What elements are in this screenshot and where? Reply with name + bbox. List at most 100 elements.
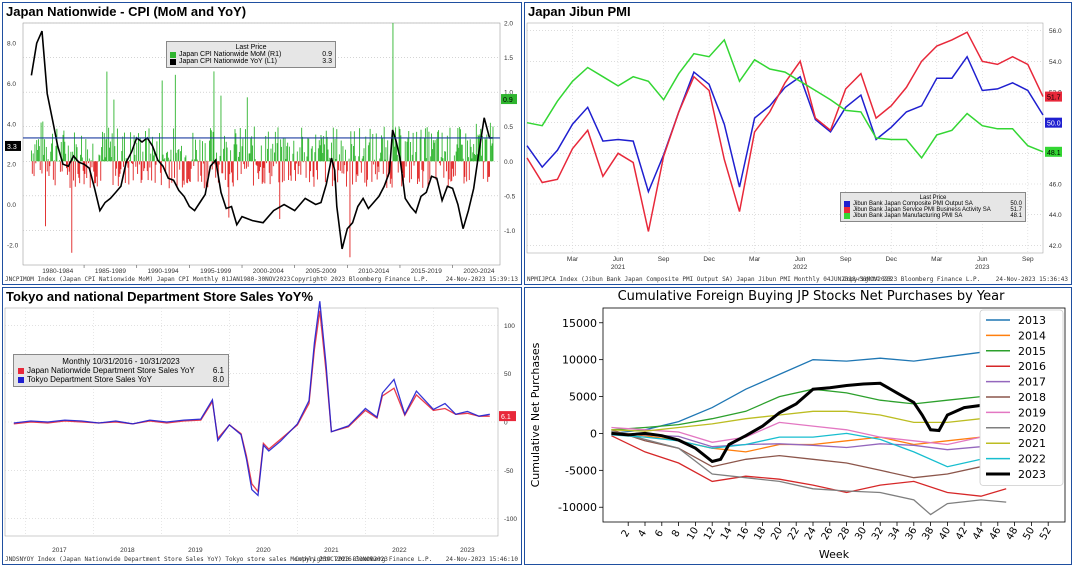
dept-last-badge-bg <box>499 411 516 422</box>
fb-y-tick-label: -10000 <box>558 501 597 514</box>
fb-x-tick-label: 20 <box>769 525 785 542</box>
dept-store-chart-svg: 100 50 0 -50 -100 2017 2018 2019 2020 2021 2022 202… <box>4 301 517 554</box>
pmi-y-tick-label: 44.0 <box>1049 212 1062 219</box>
pmi-legend-title: Last Price <box>919 195 947 201</box>
dept-legend-item: Tokyo Department Store Sales YoY 8.0 <box>18 375 224 384</box>
fb-x-tick-label: 42 <box>954 525 970 542</box>
pmi-footer-copyright: Copyright© 2023 Bloomberg Finance L.P. <box>843 276 981 283</box>
legend-label: Japan Nationwide Department Store Sales … <box>27 366 195 375</box>
dept-footer-timestamp: 24-Nov-2023 15:46:10 <box>445 556 518 563</box>
cpi-left-tick-label: 0.0 <box>7 202 16 209</box>
pmi-x-tick-label: Jun <box>613 256 624 263</box>
fb-x-tick-label: 4 <box>636 528 649 539</box>
legend-value: 6.1 <box>212 366 224 375</box>
fb-series-line-2016 <box>611 435 1007 497</box>
cpi-legend-item: Japan CPI Nationwide MoM (R1) 0.9 <box>170 51 332 58</box>
pmi-last-badge: 51.7 <box>1047 95 1061 102</box>
dept-y-tick-label: 50 <box>504 371 512 378</box>
dept-store-chart-panel: Tokyo and national Department Store Sale… <box>2 287 522 565</box>
cpi-x-tick-label: 1985-1989 <box>95 268 126 275</box>
cpi-left-tick-label: 6.0 <box>7 81 16 88</box>
pmi-last-badge: 48.1 <box>1047 150 1061 157</box>
cpi-x-tick-label: 2010-2014 <box>358 268 389 275</box>
pmi-footer-left: NPMIJPCA Index (Jibun Bank Japan Composi… <box>527 276 892 283</box>
fb-series-line-2019 <box>611 421 1007 446</box>
legend-label: Japan CPI Nationwide YoY (L1) <box>179 58 277 65</box>
fb-series-line-2013 <box>611 344 1007 435</box>
legend-value: 48.1 <box>1010 213 1022 219</box>
fb-legend-label: 2013 <box>1018 314 1046 327</box>
fb-x-tick-label: 36 <box>904 525 920 542</box>
dept-x-tick-label: 2023 <box>460 547 475 554</box>
fb-series-line-2017 <box>611 432 1007 451</box>
pmi-x-tick-label: Mar <box>567 256 579 263</box>
cpi-footer-left: JNCPIMOM Index (Japan CPI Nationwide MoM… <box>5 276 291 283</box>
pmi-last-badge-bg <box>1045 91 1062 102</box>
cpi-x-tick-label: 2000-2004 <box>253 268 284 275</box>
dept-store-chart-title: Tokyo and national Department Store Sale… <box>6 289 314 304</box>
legend-label: Japan CPI Nationwide MoM (R1) <box>179 51 282 58</box>
fb-x-tick-label: 22 <box>786 525 802 542</box>
pmi-x-tick-label: Dec <box>885 256 897 263</box>
legend-value: 8.0 <box>212 375 224 384</box>
legend-swatch <box>844 213 850 219</box>
legend-value: 50.0 <box>1010 201 1022 207</box>
cpi-legend: Last Price Japan CPI Nationwide MoM (R1)… <box>166 41 336 68</box>
cpi-yoy-line <box>30 30 493 250</box>
pmi-last-badge: 50.0 <box>1047 121 1061 128</box>
pmi-last-badge-bg <box>1045 117 1062 128</box>
fb-y-tick-label: 0 <box>590 427 597 440</box>
legend-label: Jibun Bank Japan Service PMI Business Ac… <box>853 207 991 213</box>
cpi-left-tick-label: 2.0 <box>7 162 16 169</box>
pmi-y-tick-label: 46.0 <box>1049 182 1062 189</box>
dept-last-badge: 6.1 <box>501 414 511 421</box>
fb-y-tick-label: 10000 <box>562 354 597 367</box>
foreign-buying-chart-panel: Cumulative Foreign Buying JP Stocks Net … <box>524 287 1072 565</box>
fb-series-line-2020 <box>611 430 1007 516</box>
pmi-year-label: 2021 <box>611 264 626 271</box>
legend-label: Jibun Bank Japan Composite PMI Output SA <box>853 201 973 207</box>
fb-legend-label: 2015 <box>1018 345 1046 358</box>
cpi-mom-badge-bg <box>501 94 517 105</box>
fb-y-tick-label: -5000 <box>565 464 597 477</box>
foreign-buying-chart-title: Cumulative Foreign Buying JP Stocks Net … <box>618 289 1006 304</box>
dept-x-tick-label: 2018 <box>120 547 135 554</box>
cpi-left-tick-label: -2.0 <box>7 242 19 249</box>
fb-x-tick-label: 44 <box>971 525 987 542</box>
fb-legend-label: 2014 <box>1018 329 1046 342</box>
fb-x-tick-label: 6 <box>653 528 666 539</box>
pmi-year-label: 2022 <box>793 264 808 271</box>
fb-legend-box <box>979 309 1064 486</box>
fb-x-axis-label: Week <box>819 548 850 561</box>
pmi-x-tick-label: Mar <box>931 256 943 263</box>
fb-x-tick-label: 40 <box>937 525 953 542</box>
fb-x-tick-label: 32 <box>870 525 886 542</box>
cpi-legend-item: Japan CPI Nationwide YoY (L1) 3.3 <box>170 58 332 65</box>
cpi-right-tick-label: 0.5 <box>504 124 513 131</box>
pmi-chart-panel: Japan Jibun PMI 56.054.052.050.048.046.0… <box>524 2 1072 285</box>
pmi-footer-timestamp: 24-Nov-2023 15:36:43 <box>995 276 1068 283</box>
legend-swatch <box>18 376 24 383</box>
dept-x-tick-label: 2021 <box>324 547 339 554</box>
dept-series-line-2 <box>13 301 490 497</box>
pmi-x-tick-label: Jun <box>795 256 806 263</box>
dept-legend-item: Japan Nationwide Department Store Sales … <box>18 366 224 375</box>
cpi-chart-svg: 2.0 1.5 1.0 0.5 0.0 -0.5 -1.0 8.0 6.0 4.0 2.0 0.0 -2… <box>5 21 517 275</box>
cpi-yoy-badge-bg <box>5 140 21 151</box>
cpi-footer-timestamp: 24-Nov-2023 15:39:13 <box>445 276 518 283</box>
fb-x-tick-label: 2 <box>620 528 633 539</box>
fb-legend-label: 2022 <box>1018 453 1046 466</box>
cpi-footer-copyright: Copyright© 2023 Bloomberg Finance L.P. <box>291 276 429 283</box>
dept-y-tick-label: -100 <box>504 516 517 523</box>
dept-x-tick-label: 2020 <box>256 547 271 554</box>
cpi-mom-badge: 0.9 <box>503 97 513 104</box>
fb-series-line-2021 <box>611 410 1007 432</box>
fb-y-tick-label: 5000 <box>569 391 597 404</box>
pmi-x-tick-label: Sep <box>840 256 852 263</box>
cpi-right-tick-label: 2.0 <box>504 21 513 28</box>
fb-x-tick-label: 14 <box>719 525 735 542</box>
pmi-chart-title: Japan Jibun PMI <box>528 4 631 19</box>
dept-legend: Monthly 10/31/2016 - 10/31/2023 Japan Na… <box>13 354 229 387</box>
fb-legend-label: 2021 <box>1018 437 1046 450</box>
dept-y-tick-label: 0 <box>504 420 508 427</box>
